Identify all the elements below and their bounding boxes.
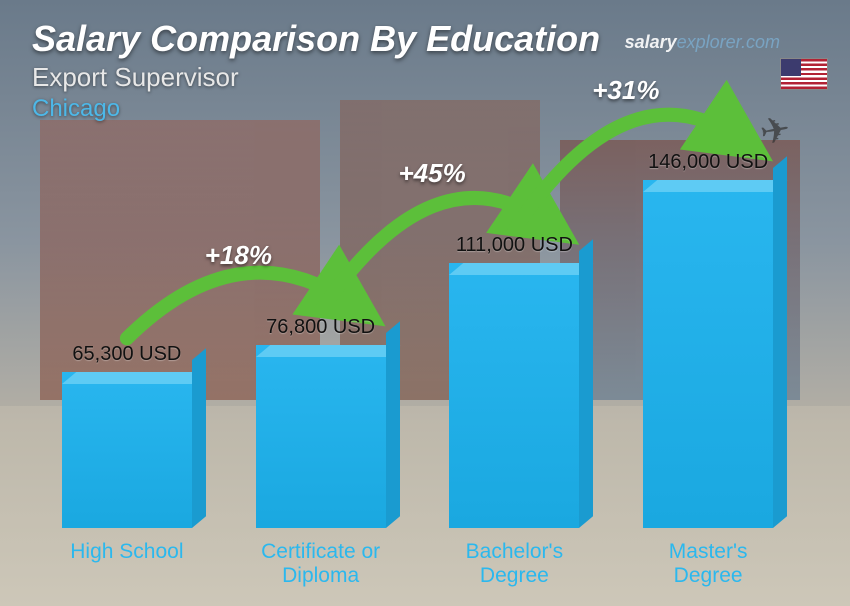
- bar-group: 146,000 USD: [611, 140, 805, 528]
- us-flag-icon: [780, 58, 828, 90]
- bar-value: 65,300 USD: [72, 343, 181, 366]
- bar-container: 65,300 USD 76,800 USD 111,000 USD 146,000 U…: [30, 140, 805, 528]
- bar-label: High School: [30, 540, 224, 588]
- arc-label: +45%: [399, 158, 466, 189]
- bar: [256, 345, 386, 528]
- bar-label: Certificate orDiploma: [224, 540, 418, 588]
- bar: [643, 180, 773, 528]
- label-row: High SchoolCertificate orDiplomaBachelor…: [30, 540, 805, 588]
- bar: [449, 263, 579, 528]
- bar: [62, 372, 192, 528]
- arc-label: +18%: [205, 240, 272, 271]
- bar-value: 146,000 USD: [648, 151, 768, 174]
- bar-group: 65,300 USD: [30, 140, 224, 528]
- job-title: Export Supervisor: [32, 62, 830, 93]
- bar-value: 76,800 USD: [266, 316, 375, 339]
- site-watermark: salaryexplorer.com: [625, 32, 780, 53]
- salary-bar-chart: 65,300 USD 76,800 USD 111,000 USD 146,000 U…: [30, 140, 805, 588]
- bar-group: 111,000 USD: [418, 140, 612, 528]
- bar-label: Bachelor'sDegree: [418, 540, 612, 588]
- bar-label: Master'sDegree: [611, 540, 805, 588]
- bar-value: 111,000 USD: [456, 234, 573, 257]
- arc-label: +31%: [592, 75, 659, 106]
- bar-group: 76,800 USD: [224, 140, 418, 528]
